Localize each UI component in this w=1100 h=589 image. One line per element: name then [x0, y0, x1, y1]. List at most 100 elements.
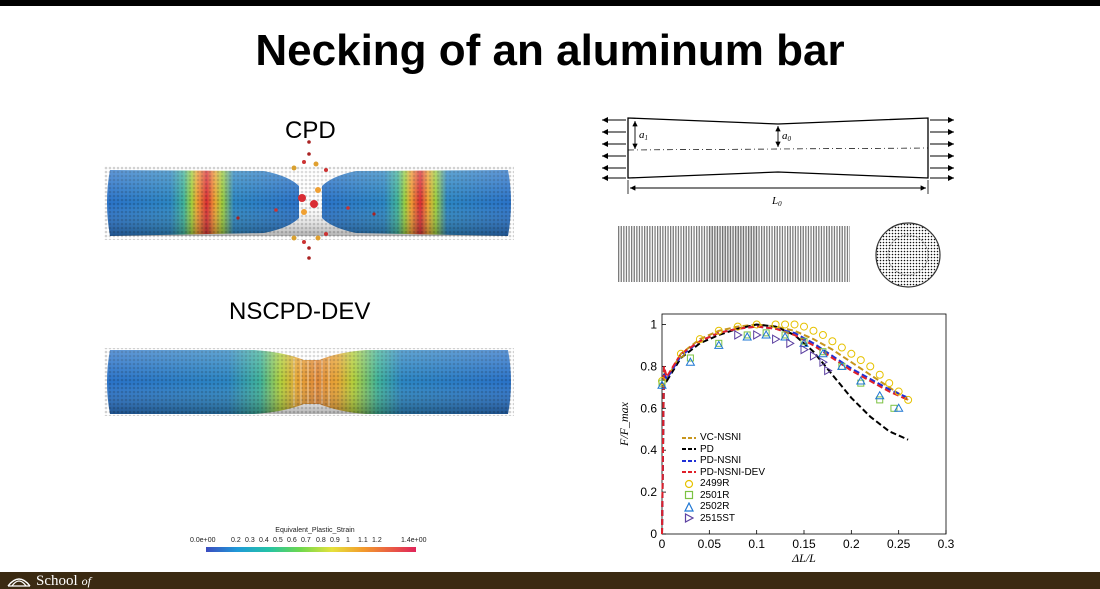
legend-entry-pd-nsni: PD-NSNI	[682, 455, 765, 467]
legend-label: PD	[700, 443, 714, 455]
colorbar-tick: 0.7	[301, 537, 311, 544]
legend-entry-2499r: 2499R	[682, 478, 765, 490]
colorbar-tick: 0.8	[316, 537, 326, 544]
legend-label: 2502R	[700, 501, 730, 512]
y-tick-label: 0.6	[640, 401, 657, 415]
top-bar	[0, 0, 1100, 6]
colorbar-tick: 1	[346, 537, 350, 544]
data-point-2499r	[875, 370, 884, 379]
series-line-pd-nsni	[661, 325, 909, 535]
cpd-label: CPD	[285, 117, 336, 144]
colorbar-tick: 0.4	[259, 537, 269, 544]
data-point-2515st	[786, 338, 795, 349]
data-point-2499r	[809, 326, 818, 335]
a1-label: a1	[639, 129, 648, 142]
x-tick-label: 0.25	[887, 537, 911, 551]
colorbar-tick: 0.5	[273, 537, 283, 544]
y-axis-label: F/F_max	[617, 401, 631, 447]
data-point-2499r	[866, 362, 875, 371]
colorbar-tick: 1.1	[358, 537, 368, 544]
nscpd-label: NSCPD-DEV	[229, 298, 371, 325]
data-point-2502r	[685, 357, 696, 366]
legend-swatch	[682, 444, 696, 454]
series-line-pd	[661, 323, 909, 535]
y-tick-label: 0.8	[640, 359, 657, 373]
data-point-2515st	[809, 351, 819, 361]
data-point-2515st	[734, 330, 743, 340]
data-point-2515st	[800, 344, 810, 355]
data-point-2499r	[714, 326, 723, 335]
colorbar: Equivalent_Plastic_Strain 0.0e+00 0.2 0.…	[190, 527, 440, 557]
school-logo-text: School	[36, 573, 78, 589]
l0-label: L0	[771, 195, 782, 208]
x-tick-label: 0.3	[938, 537, 955, 551]
data-point-2499r	[790, 320, 799, 329]
data-point-2502r	[855, 376, 866, 385]
colorbar-title: Equivalent_Plastic_Strain	[275, 527, 355, 534]
school-logo-suffix: of	[81, 574, 92, 588]
cpd-bar-image	[104, 140, 514, 260]
data-point-2515st	[819, 357, 828, 368]
data-point-2501r	[743, 331, 751, 339]
data-point-2501r	[819, 348, 827, 356]
colorbar-gradient	[206, 547, 416, 552]
data-point-2502r	[818, 348, 828, 358]
fracture-particles	[236, 140, 376, 260]
legend-label: PD-NSNI	[700, 455, 742, 466]
data-point-2502r	[780, 332, 790, 341]
bar-schematic: a1 a0 L0	[602, 117, 954, 208]
legend-entry-2501r: 2501R	[682, 490, 765, 502]
legend-marker	[682, 501, 696, 512]
legend-entry-2502r: 2502R	[682, 501, 765, 513]
data-point-2499r	[676, 349, 685, 358]
x-tick-label: 0.15	[792, 537, 816, 551]
data-point-2499r	[837, 343, 846, 352]
nscpd-bar-image	[104, 348, 514, 416]
data-point-2499r	[771, 320, 780, 329]
data-point-2502r	[799, 338, 809, 347]
legend-swatch	[682, 467, 696, 477]
legend-swatch	[682, 456, 696, 466]
school-logo[interactable]: School of	[6, 572, 91, 589]
colorbar-tick: 0.3	[245, 537, 255, 544]
data-point-2502r	[657, 380, 667, 389]
data-point-2499r	[733, 322, 742, 331]
data-point-2499r	[894, 387, 903, 396]
legend-label: 2501R	[700, 489, 730, 501]
legend-entry-pd-nsni-dev: PD-NSNI-DEV	[682, 467, 765, 479]
colorbar-tick: 0.6	[287, 537, 297, 544]
legend-label: PD-NSNI-DEV	[700, 466, 766, 478]
data-point-2515st	[772, 334, 781, 345]
data-point-2515st	[824, 365, 833, 376]
data-point-2502r	[761, 329, 771, 339]
data-point-2499r	[818, 330, 827, 339]
colorbar-tick: 0.0e+00	[190, 537, 216, 544]
data-point-2499r	[885, 379, 894, 388]
legend-entry-vc-nsni: VC-NSNI	[682, 432, 765, 444]
data-point-2501r	[781, 331, 789, 339]
colorbar-tick: 1.4e+00	[401, 537, 427, 544]
legend-entry-2515st: 2515ST	[682, 513, 765, 525]
colorbar-tick: 1.2	[372, 537, 382, 544]
y-tick-label: 0.2	[640, 485, 657, 499]
a0-label: a0	[782, 130, 792, 143]
x-tick-label: 0.05	[698, 537, 722, 551]
data-point-2501r	[715, 339, 723, 347]
data-point-2499r	[904, 395, 913, 404]
legend-marker	[682, 513, 696, 524]
colorbar-tick: 0.2	[231, 537, 241, 544]
data-point-2501r	[800, 337, 808, 345]
data-point-2502r	[742, 332, 753, 341]
data-point-2501r	[876, 396, 884, 404]
legend-marker	[682, 490, 696, 500]
particle-mesh-side	[618, 226, 850, 282]
legend-label: 2499R	[700, 478, 730, 489]
data-point-2502r	[837, 361, 847, 370]
data-point-2499r	[752, 320, 761, 329]
particle-mesh-cross-section	[875, 222, 941, 288]
data-point-2502r	[893, 403, 904, 412]
y-tick-label: 0.4	[640, 443, 657, 457]
slide-title: Necking of an aluminum bar	[255, 26, 845, 75]
footer-bar: School of	[0, 572, 1100, 589]
force-displacement-chart: 0 0.05 0.1 0.15 0.2 0.25 0.3 0 0.2 0.4 0.6 0.8 1 ΔL/L…	[617, 313, 955, 565]
